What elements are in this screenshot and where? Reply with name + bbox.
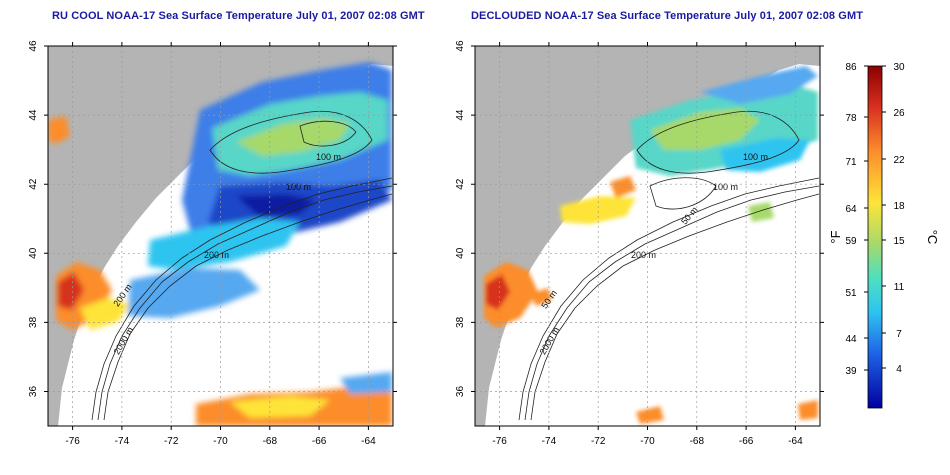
colorbar-f-tick: 86 [845,62,857,73]
colorbar-fahrenheit-unit: °F [828,230,843,243]
colorbar-f-tick: 39 [845,366,857,377]
left-x-tick-label: -76 [65,436,80,447]
colorbar-f-tick: 59 [845,236,857,247]
right-contour-label: 100 m [743,152,768,162]
colorbar-f-tick: 64 [845,204,857,215]
left-map: 100 m 100 m 200 m 200 m 2000 m [28,40,397,447]
right-x-tick-label: -74 [542,436,557,447]
left-y-tick-label: 46 [28,40,39,52]
colorbar-f-tick: 78 [845,113,857,124]
colorbar-c-tick: 4 [896,364,902,375]
left-gridlines [48,46,393,426]
right-y-tick-label: 38 [455,316,466,328]
right-x-tick-label: -66 [739,436,754,447]
left-x-tick-label: -70 [213,436,228,447]
right-y-tick-label: 40 [455,247,466,259]
colorbar-c-tick: 26 [893,108,905,119]
colorbar-celsius-unit: °C [925,230,940,245]
right-map-title: DECLOUDED NOAA-17 Sea Surface Temperatur… [471,10,864,22]
left-y-tick-label: 40 [28,247,39,259]
right-x-tick-label: -68 [690,436,705,447]
right-y-tick-label: 46 [455,40,466,52]
left-sst-field [48,62,392,426]
colorbar-f-tick: 51 [845,288,857,299]
right-contour-label: 100 m [713,182,738,192]
left-y-tick-label: 44 [28,109,39,121]
right-map-land [475,46,820,426]
left-y-tick-label: 38 [28,316,39,328]
left-x-tick-label: -66 [312,436,327,447]
right-y-tick-label: 36 [455,386,466,398]
left-x-tick-label: -74 [115,436,130,447]
right-x-tick-label: -76 [492,436,507,447]
left-map-title: RU COOL NOAA-17 Sea Surface Temperature … [52,10,425,22]
left-y-tick-label: 36 [28,386,39,398]
colorbar-c-tick: 30 [893,62,905,73]
colorbar: 86 78 71 64 59 51 44 39 30 26 22 18 15 1… [828,62,940,409]
left-bathymetry [91,110,393,421]
right-x-tick-label: -64 [788,436,803,447]
right-x-tick-label: -72 [591,436,606,447]
right-x-tick-label: -70 [640,436,655,447]
colorbar-c-tick: 11 [894,282,905,293]
colorbar-gradient [867,65,883,409]
right-y-tick-label: 44 [455,109,466,121]
colorbar-c-tick: 18 [893,201,905,212]
left-x-tick-label: -72 [164,436,179,447]
left-contour-label: 100 m [286,182,311,192]
colorbar-f-tick: 71 [845,157,857,168]
left-map-land [48,46,393,426]
colorbar-c-tick: 15 [893,236,905,247]
right-bathymetry [518,110,820,421]
left-contour-label: 100 m [316,152,341,162]
right-gridlines [475,46,820,426]
right-contour-label: 200 m [631,250,656,260]
left-x-tick-label: -68 [263,436,278,447]
right-sst-field [484,66,818,424]
left-x-tick-label: -64 [361,436,376,447]
left-y-tick-label: 42 [28,178,39,190]
right-y-tick-label: 42 [455,178,466,190]
colorbar-f-tick: 44 [845,334,857,345]
colorbar-c-tick: 22 [893,155,905,166]
right-map: 100 m 100 m 50 m 200 m 50 m 2000 m [455,40,824,447]
left-contour-label: 200 m [204,250,229,260]
colorbar-c-tick: 7 [896,329,902,340]
